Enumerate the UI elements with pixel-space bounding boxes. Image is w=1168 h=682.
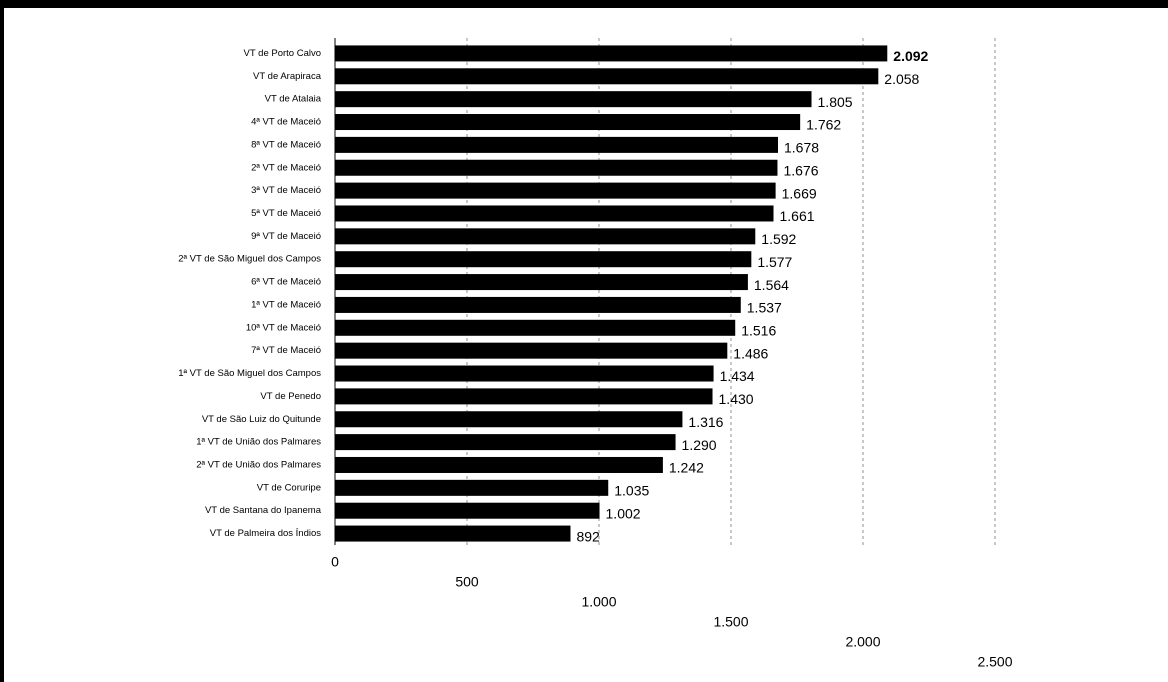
bar [335,434,676,451]
y-tick-label: VT de São Luiz do Quitunde [202,414,321,425]
bar [335,296,741,313]
y-tick-label: 3ª VT de Maceió [251,185,321,196]
bar [335,68,879,85]
y-tick-label: VT de Penedo [260,391,321,402]
y-tick-label: 8ª VT de Maceió [251,139,321,150]
data-label: 1.290 [682,437,717,453]
y-tick-label: 5ª VT de Maceió [251,208,321,219]
bar [335,159,778,176]
y-tick-label: 4ª VT de Maceió [251,117,321,128]
y-tick-label: 2ª VT de São Miguel dos Campos [178,254,321,265]
y-tick-label: 10ª VT de Maceió [246,322,321,333]
y-tick-label: VT de Arapiraca [253,71,322,82]
data-label: 2.092 [893,48,928,64]
y-tick-label: VT de Porto Calvo [244,48,321,59]
scan-border [0,0,4,682]
bar [335,502,600,519]
x-tick-label: 2.500 [977,654,1012,670]
bar [335,525,571,542]
y-tick-label: 6ª VT de Maceió [251,277,321,288]
x-tick-label: 1.500 [713,614,748,630]
data-label: 1.564 [754,277,789,293]
y-tick-label: VT de Atalaia [265,94,322,105]
data-label: 1.676 [783,162,818,178]
data-label: 1.592 [761,231,796,247]
bar [335,319,736,336]
y-tick-label: 2ª VT de Maceió [251,162,321,173]
y-tick-label: VT de Coruripe [257,482,321,493]
data-label: 1.002 [606,505,641,521]
data-label: 1.805 [818,94,853,110]
data-label: 1.035 [614,483,649,499]
bar [335,411,683,428]
data-label: 1.316 [688,414,723,430]
y-tick-label: 9ª VT de Maceió [251,231,321,242]
data-label: 1.434 [720,368,755,384]
data-label: 2.058 [884,71,919,87]
data-label: 1.577 [757,254,792,270]
y-tick-label: VT de Santana do Ipanema [205,505,322,516]
bar [335,342,728,359]
data-label: 1.242 [669,460,704,476]
data-label: 1.486 [733,345,768,361]
bar [335,274,748,291]
bar [335,205,774,222]
data-label: 1.661 [780,208,815,224]
bar [335,45,888,62]
x-tick-label: 2.000 [845,634,880,650]
bar [335,114,801,131]
y-tick-label: VT de Palmeira dos Índios [210,528,321,539]
x-tick-label: 1.000 [581,594,616,610]
y-tick-label: 2ª VT de União dos Palmares [196,459,321,470]
data-label: 892 [576,528,600,544]
scan-border [0,0,1168,8]
bar [335,251,752,268]
data-label: 1.516 [741,322,776,338]
bar [335,228,756,245]
y-tick-label: 1ª VT de Maceió [251,299,321,310]
bar [335,136,778,153]
data-label: 1.537 [747,300,782,316]
x-tick-label: 500 [455,574,479,590]
bar [335,456,663,473]
y-tick-label: 1ª VT de São Miguel dos Campos [178,368,321,379]
bar [335,388,713,405]
data-label: 1.430 [719,391,754,407]
y-tick-label: 1ª VT de União dos Palmares [196,437,321,448]
bar [335,479,609,496]
data-label: 1.678 [784,140,819,156]
data-label: 1.669 [782,185,817,201]
bar [335,182,776,199]
y-tick-label: 7ª VT de Maceió [251,345,321,356]
data-label: 1.762 [806,117,841,133]
bar [335,91,812,108]
x-tick-label: 0 [331,554,339,570]
bar [335,365,714,382]
